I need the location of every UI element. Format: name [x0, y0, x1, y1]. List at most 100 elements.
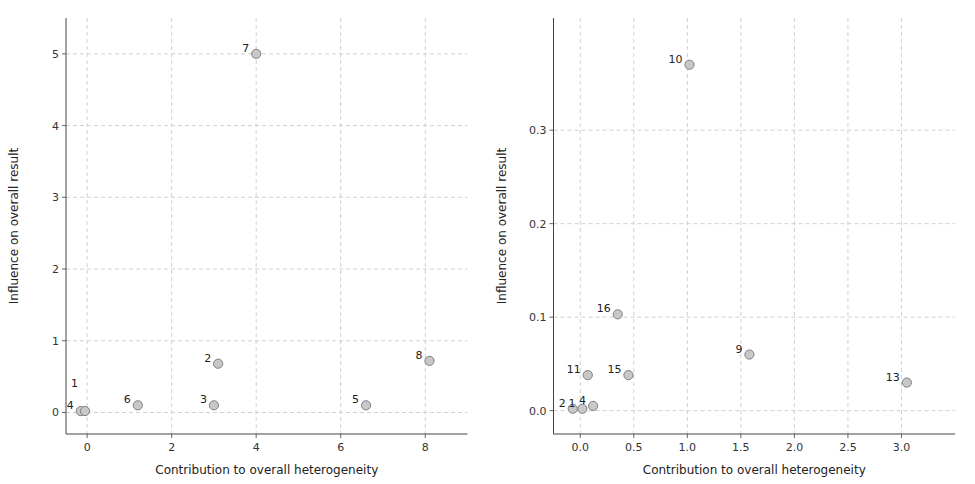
x-axis-title: Contribution to overall heterogeneity — [155, 463, 378, 477]
point-label: 15 — [607, 363, 621, 376]
tick-mark — [901, 434, 902, 438]
chart-canvas: 02468012345Contribution to overall heter… — [0, 0, 975, 484]
grid-line — [66, 197, 468, 198]
grid-line — [256, 18, 257, 434]
point-label: 2 — [559, 397, 566, 410]
tick-mark — [550, 317, 554, 318]
y-axis-line — [66, 18, 67, 434]
grid-line — [740, 18, 741, 434]
grid-line — [87, 18, 88, 434]
grid-line — [66, 53, 468, 54]
point-label: 9 — [735, 343, 742, 356]
scatter-point — [624, 371, 633, 380]
tick-label: 2 — [168, 441, 175, 454]
tick-mark — [62, 197, 66, 198]
scatter-point — [209, 401, 218, 410]
grid-line — [554, 223, 956, 224]
points — [76, 49, 434, 415]
tick-label: 6 — [337, 441, 344, 454]
tick-mark — [550, 130, 554, 131]
grid — [66, 18, 468, 434]
scatter-point — [425, 356, 434, 365]
tick-mark — [847, 434, 848, 438]
grid-line — [554, 410, 956, 411]
point-label: 1 — [568, 397, 575, 410]
tick-mark — [550, 410, 554, 411]
point-label: 2 — [204, 352, 211, 365]
scatter-point — [583, 371, 592, 380]
tick-mark — [740, 434, 741, 438]
tick-mark — [62, 269, 66, 270]
scatter-point — [80, 406, 89, 415]
tick-mark — [687, 434, 688, 438]
tick-mark — [62, 53, 66, 54]
grid-line — [66, 340, 468, 341]
tick-label: 1 — [52, 335, 59, 348]
scatter-point — [133, 401, 142, 410]
point-label: 7 — [242, 42, 249, 55]
point-label: 5 — [352, 393, 359, 406]
tick-mark — [794, 434, 795, 438]
y-axis-title: Influence on overall result — [495, 148, 509, 305]
tick-label: 0 — [52, 406, 59, 419]
tick-label: 0 — [84, 441, 91, 454]
tick-mark — [62, 412, 66, 413]
tick-label: 3.0 — [893, 441, 911, 454]
tick-label: 2.0 — [786, 441, 804, 454]
tick-label: 0.0 — [529, 405, 547, 418]
tick-label: 2 — [52, 263, 59, 276]
tick-label: 8 — [422, 441, 429, 454]
tick-label: 0.3 — [529, 124, 547, 137]
scatter-point — [214, 359, 223, 368]
scatter-point — [252, 49, 261, 58]
tick-label: 2.5 — [839, 441, 857, 454]
point-label: 16 — [597, 302, 611, 315]
panel: 0.00.51.01.52.02.53.00.00.10.20.3Contrib… — [495, 18, 956, 477]
tick-label: 0.5 — [625, 441, 643, 454]
tick-mark — [62, 340, 66, 341]
grid-line — [794, 18, 795, 434]
grid-line — [66, 412, 468, 413]
scatter-point — [685, 60, 694, 69]
tick-mark — [62, 125, 66, 126]
tick-label: 4 — [253, 441, 260, 454]
grid — [554, 18, 956, 434]
tick-label: 0.1 — [529, 311, 547, 324]
grid-line — [901, 18, 902, 434]
y-axis-line — [553, 18, 554, 434]
point-labels: 214 11 15 16 10 9 13 — [559, 53, 900, 410]
point-label: 4 — [579, 394, 586, 407]
grid-line — [171, 18, 172, 434]
tick-mark — [256, 434, 257, 438]
y-axis-title: Influence on overall result — [7, 148, 21, 305]
tick-mark — [340, 434, 341, 438]
scatter-point — [613, 310, 622, 319]
point-label: 1 — [71, 377, 78, 390]
points — [568, 60, 911, 413]
tick-label: 4 — [52, 120, 59, 133]
grid-line — [66, 269, 468, 270]
grid-line — [340, 18, 341, 434]
scatter-point — [589, 401, 598, 410]
scatter-point — [361, 401, 370, 410]
grid-line — [425, 18, 426, 434]
tick-mark — [633, 434, 634, 438]
grid-line — [633, 18, 634, 434]
point-label: 6 — [124, 393, 131, 406]
tick-mark — [87, 434, 88, 438]
point-label: 13 — [886, 371, 900, 384]
grid-line — [554, 130, 956, 131]
tick-mark — [425, 434, 426, 438]
tick-label: 3 — [52, 191, 59, 204]
grid-line — [687, 18, 688, 434]
x-axis-title: Contribution to overall heterogeneity — [643, 463, 866, 477]
tick-label: 0.0 — [572, 441, 590, 454]
tick-label: 0.2 — [529, 218, 547, 231]
point-label: 11 — [567, 363, 581, 376]
point-label: 10 — [668, 53, 682, 66]
point-label: 8 — [415, 349, 422, 362]
grid-line — [847, 18, 848, 434]
tick-label: 1.0 — [679, 441, 697, 454]
tick-mark — [550, 223, 554, 224]
tick-mark — [171, 434, 172, 438]
